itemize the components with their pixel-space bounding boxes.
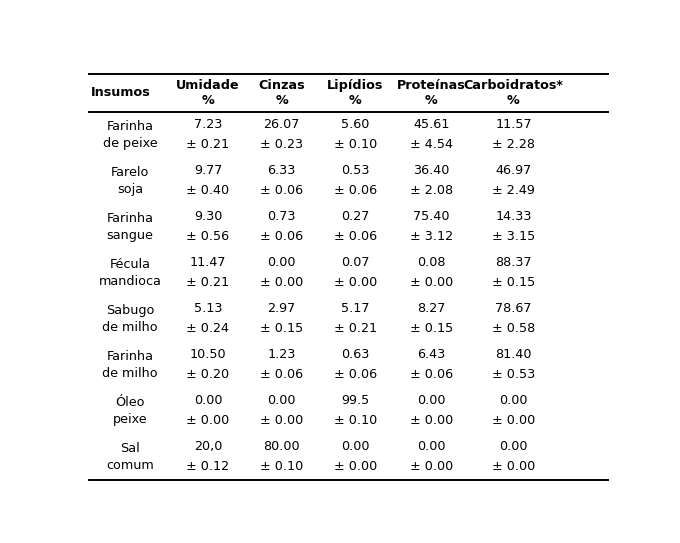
Text: 75.40: 75.40 [413, 210, 449, 223]
Text: ± 0.06: ± 0.06 [260, 368, 303, 381]
Text: Farinha
de peixe: Farinha de peixe [103, 120, 158, 150]
Text: ± 0.21: ± 0.21 [334, 321, 377, 334]
Text: 7.23: 7.23 [194, 118, 222, 131]
Text: Farinha
sangue: Farinha sangue [107, 212, 154, 242]
Text: ± 0.15: ± 0.15 [492, 276, 535, 289]
Text: Insumos: Insumos [91, 86, 150, 99]
Text: 0.53: 0.53 [341, 164, 369, 177]
Text: 36.40: 36.40 [413, 164, 449, 177]
Text: Farelo
soja: Farelo soja [111, 166, 150, 196]
Text: ± 0.06: ± 0.06 [334, 230, 377, 243]
Text: Umidade
%: Umidade % [176, 79, 240, 107]
Text: 2.97: 2.97 [267, 302, 296, 315]
Text: 0.07: 0.07 [341, 256, 369, 269]
Text: ± 0.15: ± 0.15 [260, 321, 303, 334]
Text: ± 0.06: ± 0.06 [334, 184, 377, 197]
Text: Cinzas
%: Cinzas % [258, 79, 305, 107]
Text: 26.07: 26.07 [263, 118, 300, 131]
Text: 81.40: 81.40 [495, 348, 532, 361]
Text: ± 2.49: ± 2.49 [492, 184, 535, 197]
Text: ± 0.56: ± 0.56 [186, 230, 230, 243]
Text: ± 0.00: ± 0.00 [492, 459, 535, 472]
Text: 20,0: 20,0 [194, 440, 222, 453]
Text: 0.63: 0.63 [341, 348, 369, 361]
Text: ± 0.24: ± 0.24 [186, 321, 229, 334]
Text: ± 2.08: ± 2.08 [410, 184, 453, 197]
Text: 0.00: 0.00 [194, 394, 222, 407]
Text: Proteínas
%: Proteínas % [397, 79, 466, 107]
Text: 6.43: 6.43 [418, 348, 445, 361]
Text: 0.00: 0.00 [499, 440, 528, 453]
Text: 1.23: 1.23 [267, 348, 296, 361]
Text: ± 0.00: ± 0.00 [334, 276, 377, 289]
Text: 0.00: 0.00 [341, 440, 369, 453]
Text: 0.00: 0.00 [418, 440, 445, 453]
Text: ± 0.00: ± 0.00 [410, 459, 453, 472]
Text: 80.00: 80.00 [263, 440, 300, 453]
Text: ± 0.23: ± 0.23 [260, 138, 303, 151]
Text: 0.08: 0.08 [418, 256, 445, 269]
Text: 9.30: 9.30 [194, 210, 222, 223]
Text: 11.57: 11.57 [495, 118, 532, 131]
Text: 5.13: 5.13 [194, 302, 222, 315]
Text: 0.27: 0.27 [341, 210, 369, 223]
Text: ± 0.21: ± 0.21 [186, 138, 230, 151]
Text: 46.97: 46.97 [495, 164, 532, 177]
Text: Sal
comum: Sal comum [106, 442, 154, 472]
Text: ± 0.00: ± 0.00 [260, 276, 303, 289]
Text: ± 2.28: ± 2.28 [492, 138, 535, 151]
Text: ± 0.00: ± 0.00 [260, 414, 303, 427]
Text: 5.60: 5.60 [341, 118, 369, 131]
Text: ± 0.10: ± 0.10 [334, 138, 377, 151]
Text: 0.00: 0.00 [499, 394, 528, 407]
Text: 5.17: 5.17 [341, 302, 369, 315]
Text: 14.33: 14.33 [495, 210, 532, 223]
Text: ± 0.00: ± 0.00 [186, 414, 230, 427]
Text: 0.00: 0.00 [267, 394, 296, 407]
Text: ± 0.15: ± 0.15 [410, 321, 453, 334]
Text: 99.5: 99.5 [341, 394, 369, 407]
Text: ± 0.12: ± 0.12 [186, 459, 230, 472]
Text: ± 0.58: ± 0.58 [492, 321, 535, 334]
Text: 10.50: 10.50 [190, 348, 226, 361]
Text: 0.00: 0.00 [418, 394, 445, 407]
Text: 6.33: 6.33 [267, 164, 296, 177]
Text: Fécula
mandioca: Fécula mandioca [99, 258, 162, 288]
Text: ± 0.06: ± 0.06 [260, 184, 303, 197]
Text: 45.61: 45.61 [413, 118, 449, 131]
Text: ± 0.06: ± 0.06 [260, 230, 303, 243]
Text: ± 0.06: ± 0.06 [334, 368, 377, 381]
Text: ± 0.40: ± 0.40 [186, 184, 230, 197]
Text: ± 0.00: ± 0.00 [334, 459, 377, 472]
Text: ± 0.20: ± 0.20 [186, 368, 230, 381]
Text: 88.37: 88.37 [495, 256, 532, 269]
Text: Sabugo
de milho: Sabugo de milho [103, 304, 158, 334]
Text: ± 4.54: ± 4.54 [410, 138, 453, 151]
Text: ± 3.12: ± 3.12 [410, 230, 453, 243]
Text: Farinha
de milho: Farinha de milho [103, 350, 158, 380]
Text: ± 3.15: ± 3.15 [492, 230, 535, 243]
Text: ± 0.06: ± 0.06 [410, 368, 453, 381]
Text: Óleo
peixe: Óleo peixe [113, 396, 148, 426]
Text: 0.73: 0.73 [267, 210, 296, 223]
Text: ± 0.10: ± 0.10 [334, 414, 377, 427]
Text: 9.77: 9.77 [194, 164, 222, 177]
Text: 8.27: 8.27 [418, 302, 445, 315]
Text: Lipídios
%: Lipídios % [327, 79, 384, 107]
Text: 0.00: 0.00 [267, 256, 296, 269]
Text: 78.67: 78.67 [495, 302, 532, 315]
Text: ± 0.10: ± 0.10 [260, 459, 303, 472]
Text: Carboidratos*
%: Carboidratos* % [464, 79, 563, 107]
Text: ± 0.00: ± 0.00 [410, 276, 453, 289]
Text: ± 0.53: ± 0.53 [492, 368, 535, 381]
Text: ± 0.00: ± 0.00 [410, 414, 453, 427]
Text: ± 0.00: ± 0.00 [492, 414, 535, 427]
Text: ± 0.21: ± 0.21 [186, 276, 230, 289]
Text: 11.47: 11.47 [190, 256, 226, 269]
